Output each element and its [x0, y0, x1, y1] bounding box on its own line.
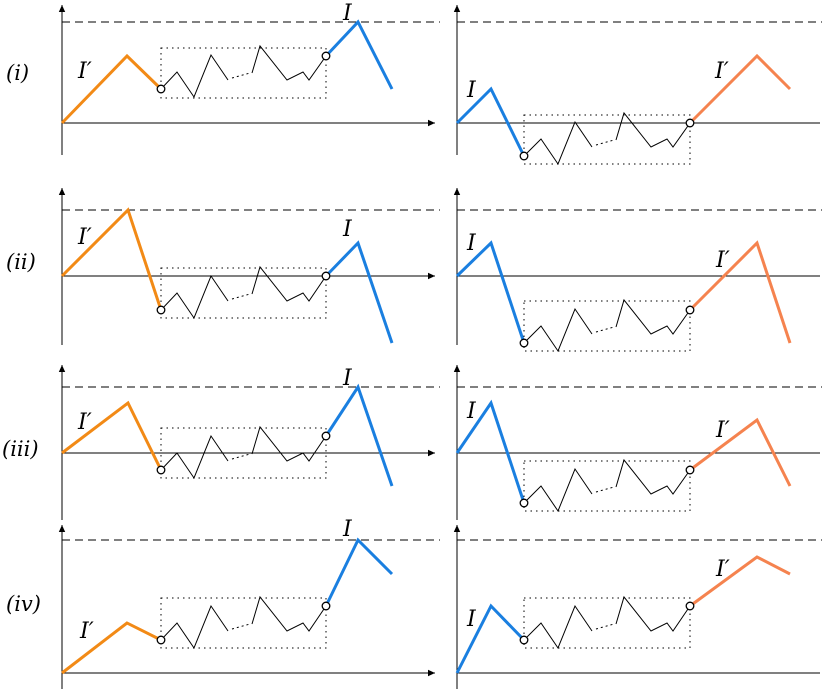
label-i: I [466, 399, 477, 424]
label-i-prime: I′ [77, 59, 92, 84]
segment-i [324, 537, 394, 607]
segment-i-prime [688, 53, 792, 125]
path-zigzag [523, 604, 593, 650]
panel-iv-right: I I′ [453, 525, 822, 689]
path-zigzag [160, 53, 229, 99]
path-zigzag [615, 298, 691, 335]
path-ellipsis [231, 453, 251, 460]
endpoint-circle [519, 635, 529, 645]
panel-ii-left: I′ I [58, 188, 440, 345]
dotted-box [160, 597, 327, 649]
label-i-prime: I′ [715, 418, 730, 443]
label-i-prime: I′ [77, 410, 92, 435]
path-zigzag [251, 44, 327, 81]
endpoint-circle [321, 271, 331, 281]
segment-i [324, 19, 394, 90]
row-label-ii: (ii) [6, 250, 36, 274]
path-ellipsis [231, 293, 251, 300]
path-ellipsis [595, 623, 615, 630]
label-i: I [466, 231, 477, 256]
endpoint-circle [685, 465, 695, 475]
segment-i-prime [688, 240, 792, 344]
row-label-iii: (iii) [2, 437, 39, 461]
row-label-iv: (iv) [6, 592, 41, 616]
endpoint-circle [156, 635, 166, 645]
endpoint-circle [156, 305, 166, 315]
path-zigzag [615, 458, 691, 495]
dotted-box [160, 427, 327, 479]
panel-iii-left: I′ I [58, 365, 440, 520]
path-ellipsis [595, 326, 615, 333]
path-ellipsis [231, 72, 251, 79]
panel-i-right: I I′ [453, 5, 822, 166]
row-label-i: (i) [6, 61, 29, 85]
panel-ii-right: I I′ [453, 188, 822, 353]
endpoint-circle [156, 465, 166, 475]
path-ellipsis [595, 139, 615, 146]
path-zigzag [523, 467, 593, 513]
dotted-box [523, 114, 691, 165]
dotted-box [160, 47, 327, 99]
path-zigzag [615, 595, 691, 632]
dotted-box [523, 460, 691, 512]
path-zigzag [160, 274, 229, 320]
dotted-box [523, 597, 691, 649]
label-i: I [466, 607, 477, 632]
label-i: I [342, 217, 353, 242]
path-zigzag [251, 425, 327, 462]
segment-i-prime [61, 621, 162, 675]
path-zigzag [251, 265, 327, 302]
segment-i-prime [689, 555, 791, 608]
path-zigzag [523, 307, 593, 353]
path-zigzag [160, 604, 229, 650]
endpoint-circle [685, 305, 695, 315]
endpoint-circle [321, 601, 331, 611]
label-i: I [466, 78, 477, 103]
path-zigzag [615, 111, 691, 148]
endpoint-circle [519, 338, 529, 348]
label-i: I [342, 517, 353, 542]
dotted-box [523, 300, 691, 352]
endpoint-circle [685, 601, 695, 611]
segment-i-prime [61, 400, 163, 471]
endpoint-circle [321, 431, 331, 441]
segment-i-prime [60, 53, 163, 125]
endpoint-circle [156, 84, 166, 94]
segment-i [455, 399, 526, 504]
path-zigzag [523, 120, 593, 166]
endpoint-circle [321, 51, 331, 61]
label-i: I [342, 366, 353, 391]
label-i-prime: I′ [77, 225, 92, 250]
panel-iv-left: I′ I [58, 517, 440, 689]
path-zigzag [160, 434, 229, 480]
panel-iii-right: I I′ [453, 365, 822, 520]
segment-i-prime [60, 207, 163, 311]
path-zigzag [251, 595, 327, 632]
dotted-box [160, 267, 327, 319]
panel-i-left: I′ I [58, 1, 440, 155]
segment-i [324, 383, 394, 487]
label-i: I [342, 1, 353, 26]
label-i-prime: I′ [715, 557, 730, 582]
label-i-prime: I′ [714, 59, 729, 84]
segment-i [455, 603, 526, 674]
segment-i [455, 240, 526, 344]
label-i-prime: I′ [79, 619, 94, 644]
endpoint-circle [519, 151, 529, 161]
endpoint-circle [519, 498, 529, 508]
segment-i-prime [689, 417, 792, 487]
label-i-prime: I′ [715, 248, 730, 273]
path-ellipsis [595, 486, 615, 493]
segment-i [455, 86, 526, 157]
endpoint-circle [685, 118, 695, 128]
segment-i [324, 240, 394, 344]
path-ellipsis [231, 623, 251, 630]
